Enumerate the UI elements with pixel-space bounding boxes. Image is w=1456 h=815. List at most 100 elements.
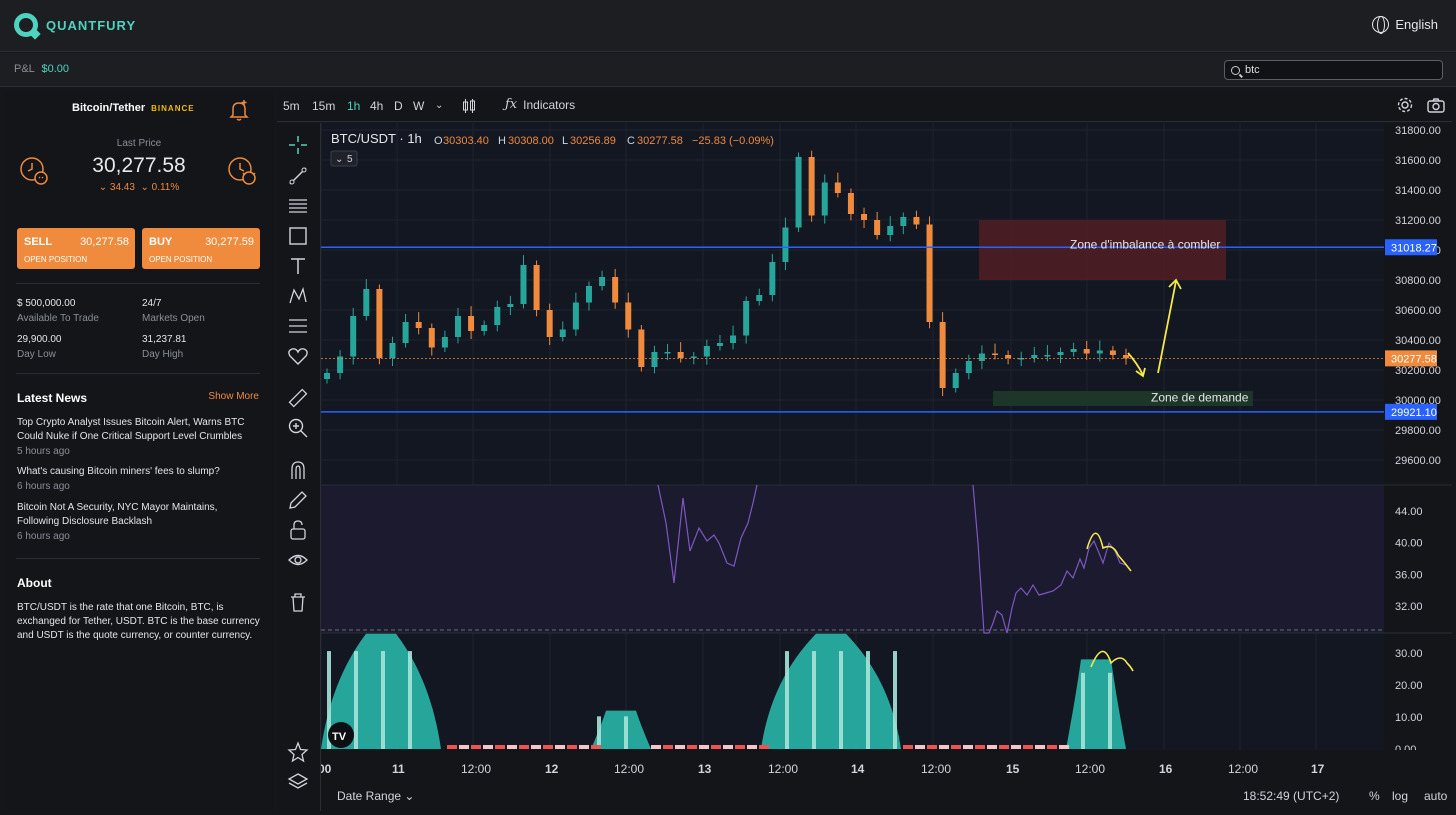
osc-neg-bar — [723, 745, 733, 749]
percent-toggle[interactable]: % — [1369, 789, 1380, 803]
bear-alert-icon[interactable] — [19, 156, 49, 186]
candle-type-icon[interactable] — [462, 98, 476, 114]
candle-body — [402, 322, 409, 343]
news-item[interactable]: What's causing Bitcoin miners' fees to s… — [17, 465, 262, 494]
stat-value: 24/7 — [142, 298, 162, 309]
news-item[interactable]: Bitcoin Not A Security, NYC Mayor Mainta… — [17, 501, 262, 544]
candle-body — [376, 289, 383, 358]
heart-icon[interactable] — [287, 345, 309, 367]
time-tick-label: 17 — [1311, 762, 1325, 776]
timeframe-w[interactable]: W — [413, 99, 425, 113]
osc-neg-bar — [747, 745, 757, 749]
yellow-arrow-down-head — [1135, 367, 1146, 378]
divider — [16, 373, 260, 374]
bull-alert-icon[interactable] — [227, 156, 257, 186]
ruler-icon[interactable] — [287, 387, 309, 409]
candle-body — [363, 289, 370, 316]
timeframe-more-chevron-icon[interactable]: ⌄ — [435, 100, 444, 111]
candle-body — [769, 262, 776, 295]
search-input[interactable] — [1245, 64, 1435, 76]
candle-body — [965, 361, 972, 373]
timeframe-4h[interactable]: 4h — [370, 99, 384, 113]
time-tick-label: 12 — [545, 762, 559, 776]
layers-icon[interactable] — [287, 771, 309, 793]
candle-body — [808, 157, 815, 216]
timeframe-1h[interactable]: 1h — [347, 99, 361, 113]
timeframe-d[interactable]: D — [394, 99, 403, 113]
show-more-link[interactable]: Show More — [208, 391, 259, 402]
drawing-toolbar — [277, 123, 321, 811]
osc-bar — [839, 651, 843, 749]
candle-body — [847, 193, 854, 214]
candle-body — [992, 353, 999, 355]
stat-day-low: 29,900.00 Day Low — [17, 334, 62, 360]
unlock-icon[interactable] — [287, 519, 309, 541]
osc-bar — [785, 651, 789, 749]
logo[interactable]: QUANTFURY — [14, 13, 136, 37]
price-alert-bell-icon[interactable] — [229, 99, 249, 121]
search-box[interactable] — [1224, 60, 1443, 80]
trash-icon[interactable] — [287, 591, 309, 613]
tradingview-logo-icon — [328, 722, 354, 748]
price-tick-label: 31800.00 — [1395, 125, 1441, 137]
indicators-button[interactable]: ƒx Indicators — [505, 97, 575, 112]
timeframe-15m[interactable]: 15m — [312, 99, 336, 113]
gear-icon[interactable] — [1396, 96, 1414, 114]
candle-body — [1070, 349, 1077, 352]
horizontal-lines-icon[interactable] — [287, 195, 309, 217]
trend-line-icon[interactable] — [287, 165, 309, 187]
candle-body — [546, 310, 553, 337]
osc-neg-bar — [543, 745, 553, 749]
candle-body — [625, 302, 632, 330]
stat-label: Day High — [142, 349, 184, 360]
pencil-lock-icon[interactable] — [287, 489, 309, 511]
buy-price: 30,277.59 — [205, 236, 254, 248]
svg-text:H: H — [498, 135, 506, 147]
instrument-title: Bitcoin/Tether BINANCE — [72, 102, 195, 114]
instrument-panel: Bitcoin/Tether BINANCE Last Price 30,277… — [4, 90, 274, 811]
eye-icon[interactable] — [287, 549, 309, 571]
pattern-icon[interactable] — [287, 285, 309, 307]
candle-body — [677, 352, 684, 358]
candle-body — [756, 295, 763, 301]
log-toggle[interactable]: log — [1392, 789, 1409, 803]
fib-icon[interactable] — [287, 315, 309, 337]
auto-toggle[interactable]: auto — [1424, 789, 1448, 803]
timeframe-5m[interactable]: 5m — [283, 99, 300, 113]
zoom-in-icon[interactable] — [287, 417, 309, 439]
time-tick-label: 16 — [1159, 762, 1173, 776]
osc-neg-bar — [999, 745, 1009, 749]
price-chart[interactable]: Zone d'imbalance à combler Zone de deman… — [321, 123, 1452, 780]
indicators-label: Indicators — [523, 97, 576, 112]
stat-label: Available To Trade — [17, 313, 99, 324]
candle-body — [415, 322, 422, 328]
buy-button[interactable]: BUY 30,277.59 OPEN POSITION — [142, 228, 260, 269]
language-selector[interactable]: English — [1372, 16, 1438, 34]
magnet-icon[interactable] — [287, 459, 309, 481]
rectangle-icon[interactable] — [287, 225, 309, 247]
sell-label: SELL — [24, 236, 53, 248]
candle-body — [1096, 350, 1103, 354]
osc-neg-bar — [519, 745, 529, 749]
candle-body — [978, 353, 985, 361]
candle-body — [441, 337, 448, 348]
svg-text:L: L — [562, 135, 568, 147]
rsi-tick-label: 40.00 — [1395, 538, 1423, 550]
news-time: 6 hours ago — [17, 481, 70, 492]
osc-neg-bar — [651, 745, 661, 749]
language-label: English — [1395, 17, 1438, 32]
crosshair-icon[interactable] — [287, 134, 309, 156]
svg-text:30303.40: 30303.40 — [443, 135, 489, 147]
candle-body — [350, 316, 357, 357]
news-item[interactable]: Top Crypto Analyst Issues Bitcoin Alert,… — [17, 416, 262, 459]
camera-icon[interactable] — [1427, 96, 1445, 114]
chart-panel: 5m 15m 1h 4h D W ⌄ ƒx Indicators — [277, 90, 1452, 811]
osc-neg-bar — [1059, 745, 1069, 749]
candle-body — [454, 316, 461, 337]
star-icon[interactable] — [287, 741, 309, 763]
date-range-button[interactable]: Date Range ⌄ — [337, 789, 415, 803]
text-icon[interactable] — [287, 255, 309, 277]
sell-button[interactable]: SELL 30,277.58 OPEN POSITION — [17, 228, 135, 269]
price-tick-label: 30600.00 — [1395, 305, 1441, 317]
news-header: Latest News — [17, 391, 88, 405]
